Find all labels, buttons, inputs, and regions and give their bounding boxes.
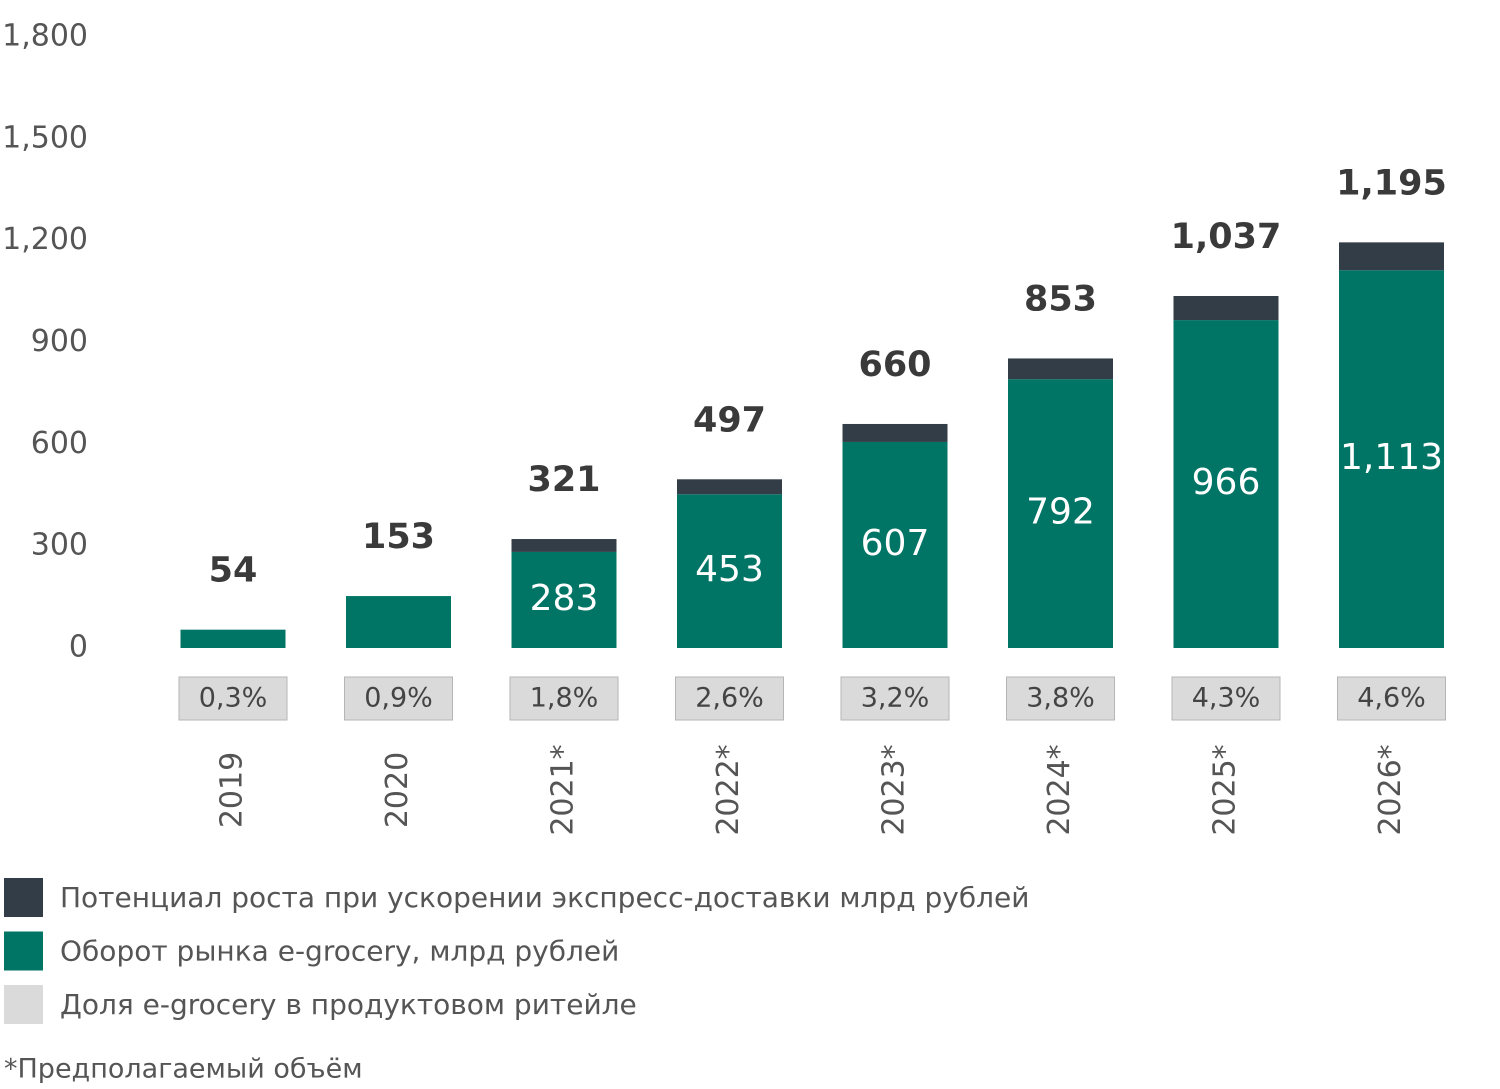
share-label: 4,3%: [1192, 683, 1261, 714]
total-label: 853: [1024, 279, 1097, 319]
bar-segment: [1008, 379, 1113, 648]
bar-segment: [1008, 358, 1113, 380]
y-tick-label: 1,500: [2, 120, 88, 155]
legend-swatch: [4, 985, 43, 1024]
bar-segment: [180, 629, 286, 648]
share-box: [344, 676, 453, 721]
x-tick-label: 2019: [215, 752, 250, 828]
footnote: *Предполагаемый объём: [4, 1054, 363, 1085]
share-label: 3,2%: [861, 683, 930, 714]
share-label: 0,3%: [199, 683, 268, 714]
legend-swatch: [4, 878, 43, 917]
bar-segment: [842, 423, 948, 442]
bar-value-label: 453: [695, 549, 764, 590]
share-box: [1006, 676, 1115, 721]
bar-segment: [677, 494, 782, 648]
bar-segment: [1173, 320, 1279, 648]
x-tick-label: 2021*: [546, 744, 581, 835]
bar-segment: [346, 596, 451, 648]
bar-value-label: 1,113: [1340, 437, 1443, 478]
bar-segment: [1173, 295, 1279, 321]
legend-label: Оборот рынка e-grocery, млрд рублей: [60, 935, 619, 968]
share-box: [178, 676, 288, 721]
bar-segment: [511, 551, 617, 648]
y-tick-label: 0: [69, 630, 88, 665]
share-box: [1337, 676, 1446, 721]
bar-segment: [842, 441, 948, 648]
legend-label: Потенциал роста при ускорении экспресс-д…: [60, 881, 1029, 914]
x-tick-label: 2022*: [711, 744, 746, 835]
x-tick-label: 2025*: [1208, 744, 1243, 835]
y-tick-label: 1,800: [2, 19, 88, 54]
total-label: 1,195: [1336, 163, 1447, 203]
total-label: 497: [693, 400, 766, 440]
bar-value-label: 966: [1192, 462, 1261, 503]
bar-value-label: 792: [1026, 492, 1095, 533]
share-box: [1171, 676, 1281, 721]
share-label: 0,9%: [364, 683, 433, 714]
y-tick-label: 900: [31, 324, 88, 359]
bar-segment: [1339, 270, 1444, 648]
bar-segment: [511, 539, 617, 552]
x-tick-label: 2020: [380, 752, 415, 828]
total-label: 54: [209, 551, 258, 591]
total-label: 321: [527, 460, 600, 500]
bar-value-label: 607: [861, 523, 930, 564]
y-tick-label: 300: [31, 528, 88, 563]
share-box: [509, 676, 619, 721]
x-tick-label: 2026*: [1373, 744, 1408, 835]
bar-segment: [677, 479, 782, 495]
legend-swatch: [4, 931, 43, 971]
total-label: 1,037: [1171, 217, 1282, 257]
legend-label: Доля e-grocery в продуктовом ритейле: [60, 988, 637, 1021]
x-tick-label: 2024*: [1042, 744, 1077, 835]
share-label: 4,6%: [1357, 683, 1426, 714]
y-tick-label: 1,200: [2, 222, 88, 257]
share-label: 2,6%: [695, 683, 764, 714]
total-label: 660: [858, 345, 931, 385]
total-label: 153: [362, 517, 435, 557]
bar-value-label: 283: [530, 578, 599, 619]
bar-segment: [1339, 242, 1444, 271]
share-label: 1,8%: [530, 683, 599, 714]
share-box: [840, 676, 950, 721]
y-tick-label: 600: [31, 426, 88, 461]
share-label: 3,8%: [1026, 683, 1095, 714]
share-box: [675, 676, 784, 721]
x-tick-label: 2023*: [877, 744, 912, 835]
